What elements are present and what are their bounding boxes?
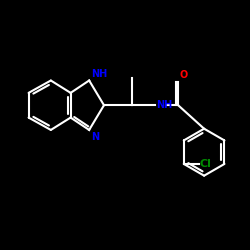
Text: N: N — [91, 132, 99, 142]
Text: NH: NH — [156, 100, 172, 110]
Text: NH: NH — [91, 69, 108, 79]
Text: Cl: Cl — [199, 159, 211, 169]
Text: O: O — [180, 70, 188, 81]
